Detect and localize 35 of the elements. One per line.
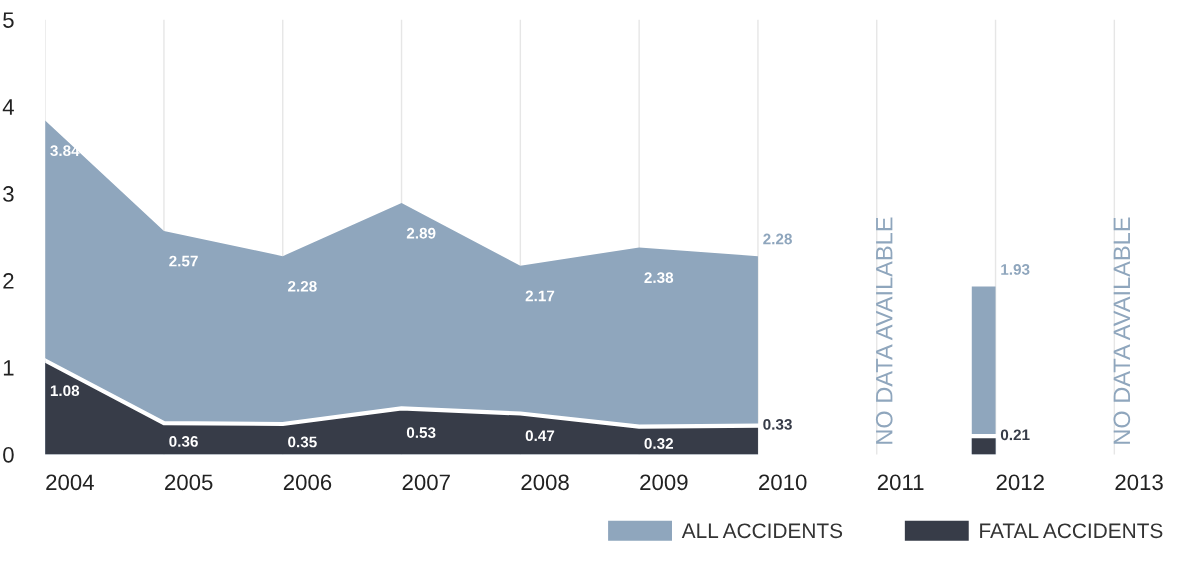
data-label: 2.17 bbox=[525, 290, 555, 302]
x-tick-label: 2011 bbox=[877, 474, 924, 491]
y-tick-label: 1 bbox=[3, 360, 14, 376]
y-tick-label: 3 bbox=[3, 186, 14, 202]
x-tick-label: 2012 bbox=[996, 474, 1044, 491]
legend-label: ALL ACCIDENTS bbox=[681, 523, 843, 539]
annotation: NO DATA AVAILABLE bbox=[1113, 217, 1131, 444]
data-label: 0.47 bbox=[525, 430, 555, 442]
data-label: 2.28 bbox=[288, 280, 317, 292]
x-tick-label: 2004 bbox=[46, 474, 94, 491]
y-tick-label: 2 bbox=[3, 273, 14, 289]
data-label: 0.53 bbox=[406, 427, 436, 438]
legend-label: FATAL ACCIDENTS bbox=[980, 523, 1163, 539]
data-label: 2.28 bbox=[763, 233, 792, 245]
y-tick-label: 5 bbox=[3, 12, 14, 28]
x-tick-label: 2013 bbox=[1115, 474, 1163, 491]
y-tick-label: 0 bbox=[3, 446, 14, 463]
x-tick-label: 2006 bbox=[283, 474, 332, 491]
x-tick-label: 2008 bbox=[521, 474, 569, 491]
x-tick-label: 2005 bbox=[165, 474, 213, 491]
data-label: 0.33 bbox=[763, 419, 792, 430]
x-tick-label: 2009 bbox=[640, 474, 688, 491]
data-label: 0.21 bbox=[1000, 429, 1030, 441]
x-tick-label: 2010 bbox=[759, 474, 807, 491]
data-label: 2.89 bbox=[406, 227, 436, 239]
y-tick-label: 4 bbox=[2, 99, 14, 115]
data-label: 0.32 bbox=[644, 438, 674, 449]
data-label: 1.93 bbox=[1001, 264, 1030, 275]
annotation: NO DATA AVAILABLE bbox=[875, 217, 893, 444]
data-label: 0.35 bbox=[288, 436, 317, 448]
data-label: 1.08 bbox=[50, 385, 80, 397]
data-label: 0.36 bbox=[169, 436, 198, 447]
x-tick-label: 2007 bbox=[402, 474, 450, 491]
data-label: 2.38 bbox=[644, 272, 674, 284]
data-label: 2.57 bbox=[169, 255, 198, 267]
